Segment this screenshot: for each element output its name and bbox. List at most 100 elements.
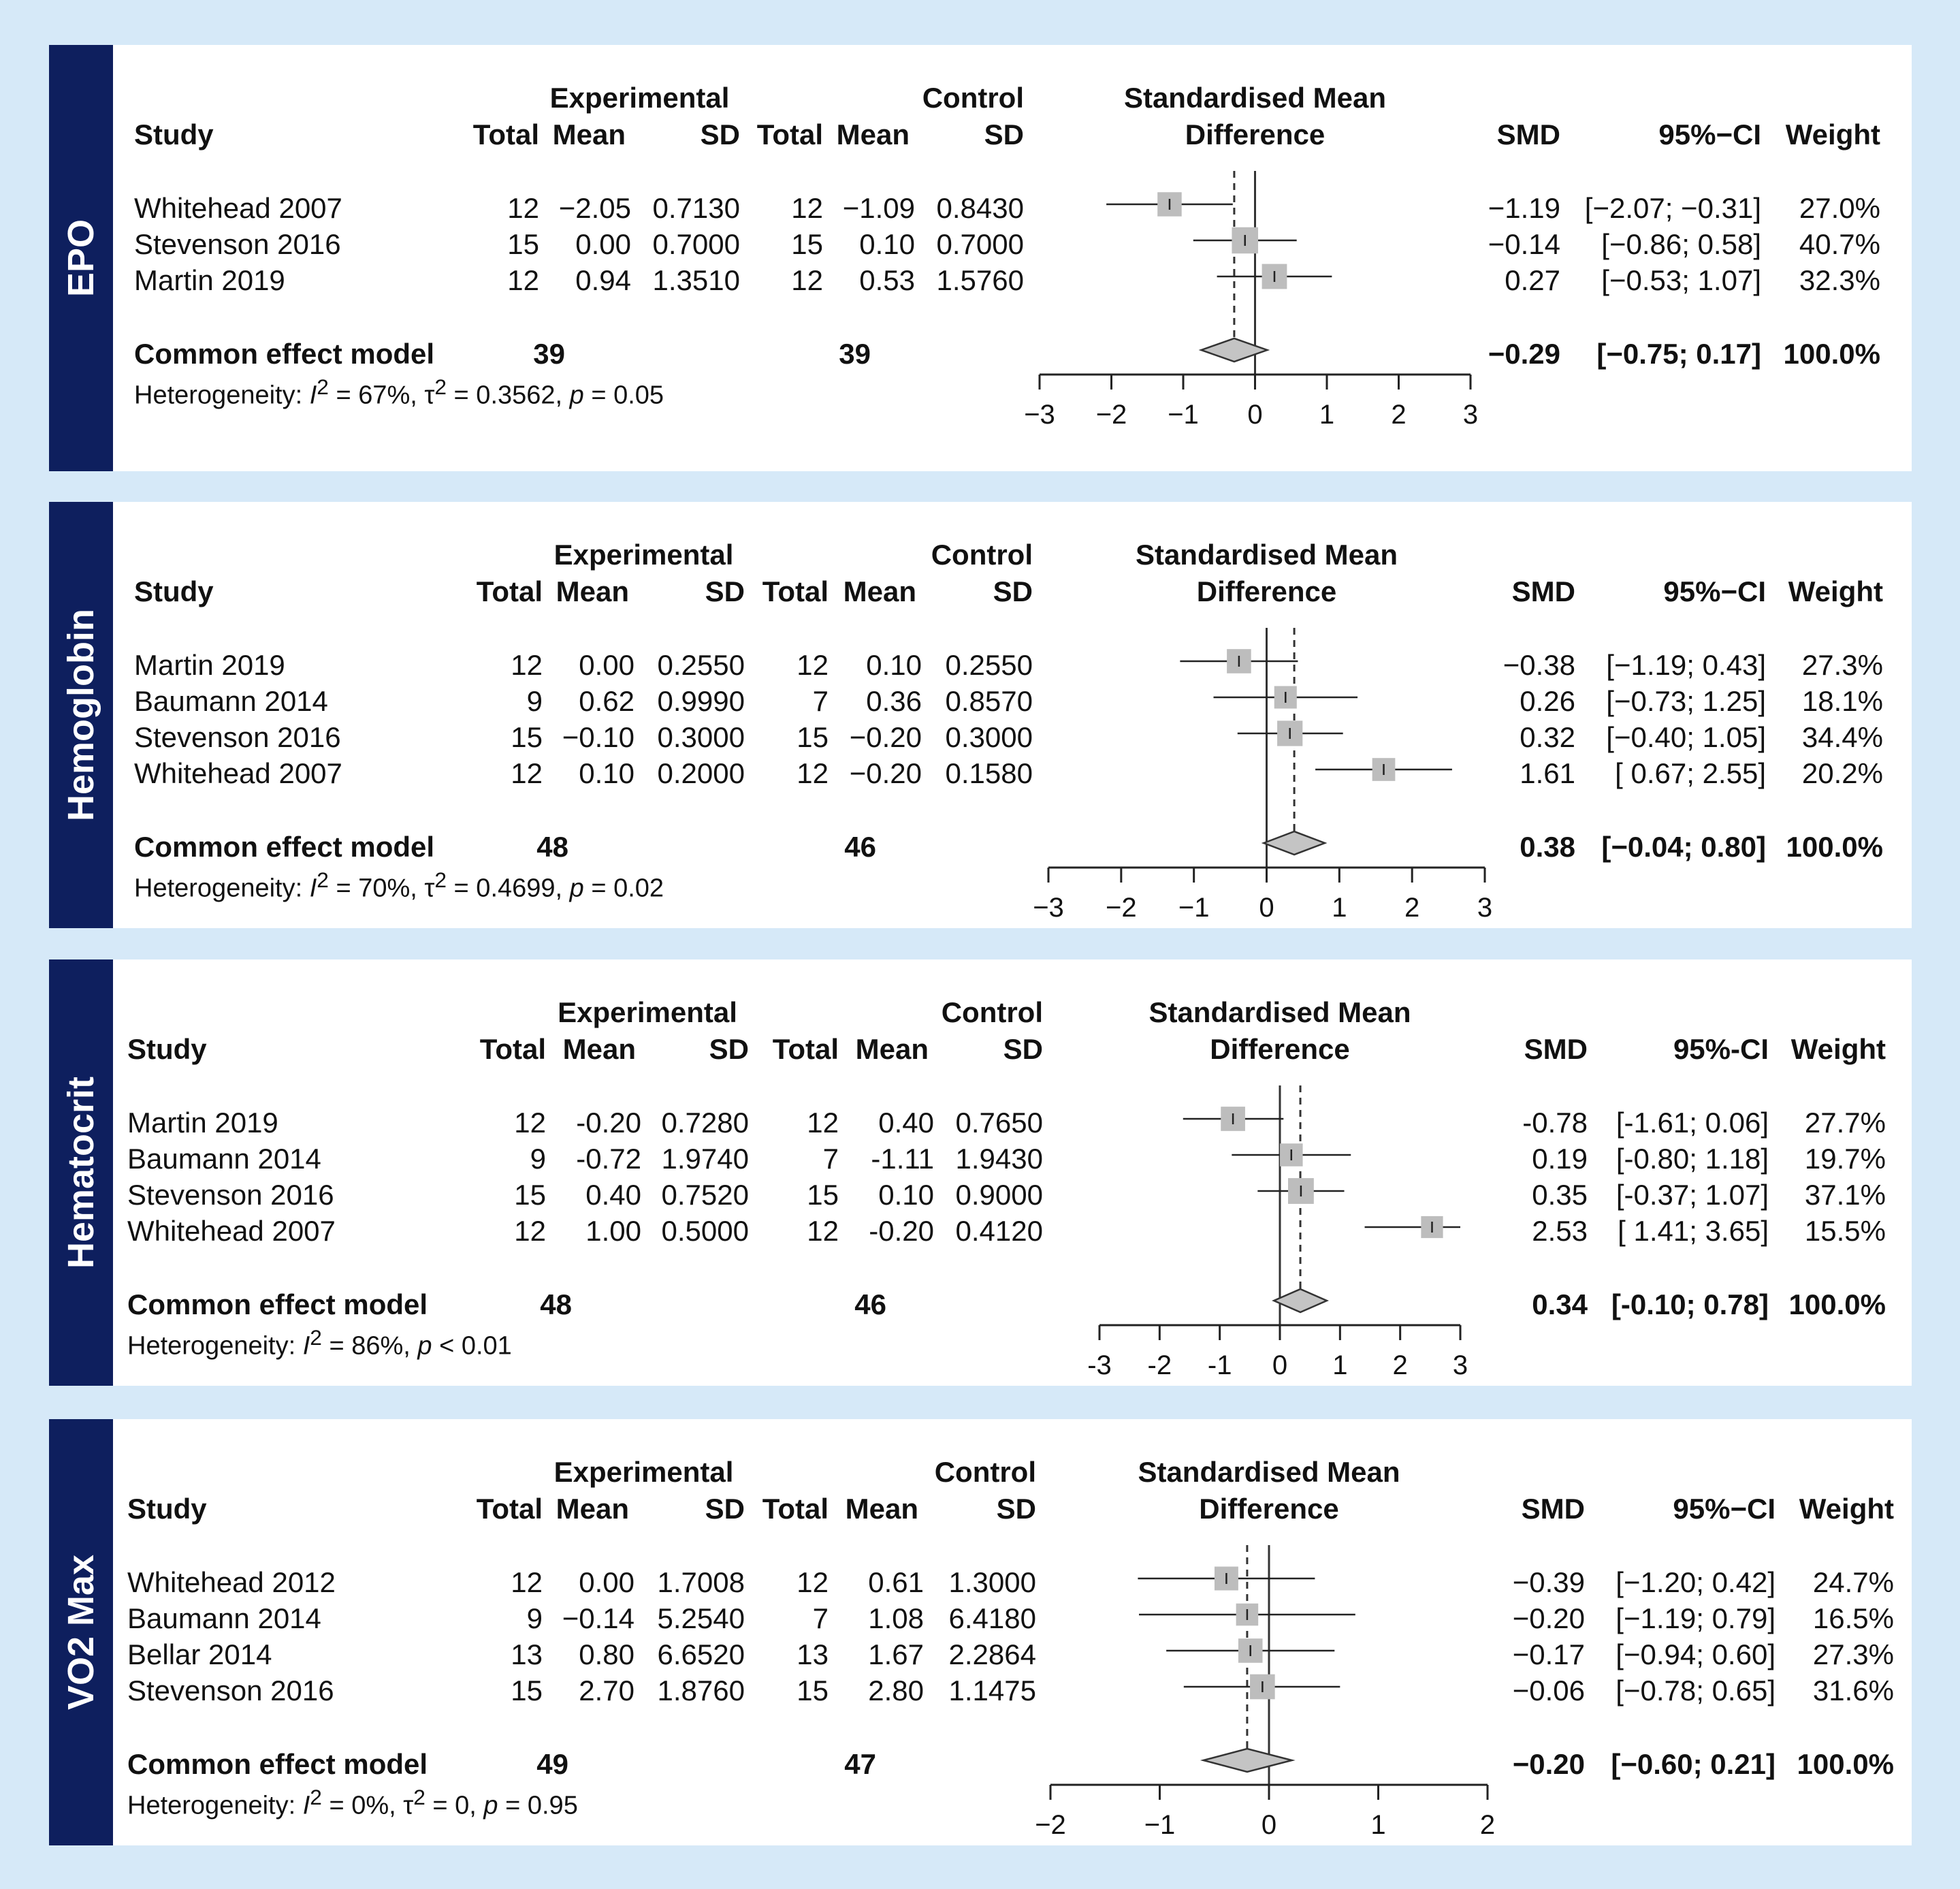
- header-study: Study: [134, 118, 214, 150]
- c-sd: 1.9430: [955, 1143, 1043, 1175]
- header-c-sd: SD: [993, 575, 1033, 607]
- summary-label: Common effect model: [127, 1748, 428, 1780]
- study-smd: 0.26: [1520, 685, 1575, 717]
- summary-e-total: 49: [536, 1748, 568, 1780]
- forest-panel-3: VO2 Max Experimental Control Standardised M…: [49, 1419, 1912, 1845]
- study-ci: [−1.19; 0.79]: [1616, 1602, 1776, 1634]
- summary-diamond: [1200, 1747, 1296, 1773]
- header-c-total: Total: [762, 575, 829, 607]
- c-mean: 0.10: [866, 649, 922, 681]
- c-mean: 0.53: [859, 264, 915, 296]
- study-weight: 27.7%: [1804, 1107, 1886, 1139]
- study-ci: [-1.61; 0.06]: [1616, 1107, 1769, 1139]
- header-e-sd: SD: [705, 575, 745, 607]
- summary-c-total: 46: [844, 831, 876, 863]
- c-mean: −0.20: [849, 757, 922, 789]
- c-total: 7: [822, 1143, 839, 1175]
- header-plot-title-1: Standardised Mean: [1123, 82, 1387, 114]
- summary-e-total: 39: [533, 338, 565, 370]
- e-sd: 1.8760: [657, 1674, 745, 1707]
- study-weight: 24.7%: [1812, 1566, 1894, 1598]
- e-total: 12: [507, 192, 539, 224]
- c-sd: 0.7650: [955, 1107, 1043, 1139]
- header-control: Control: [941, 996, 1043, 1028]
- header-plot-title-1: Standardised Mean: [1135, 539, 1398, 571]
- header-c-mean: Mean: [845, 1493, 918, 1525]
- header-control: Control: [931, 539, 1033, 571]
- e-total: 12: [511, 649, 543, 681]
- study-weight: 18.1%: [1801, 685, 1883, 717]
- study-name: Baumann 2014: [127, 1143, 321, 1175]
- study-weight: 27.0%: [1799, 192, 1880, 224]
- study-ci: [-0.37; 1.07]: [1616, 1179, 1769, 1211]
- x-tick-label: −3: [1033, 893, 1064, 923]
- header-smd: SMD: [1524, 1033, 1588, 1065]
- x-tick-label: 0: [1259, 893, 1274, 923]
- study-weight: 32.3%: [1799, 264, 1880, 296]
- study-smd: −0.38: [1503, 649, 1575, 681]
- e-mean: 0.80: [579, 1638, 634, 1670]
- heterogeneity-text: Heterogeneity: I2 = 67%, τ2 = 0.3562, p …: [134, 375, 664, 410]
- forest-panel-0: EPO Experimental Control Standardised Mean S…: [49, 45, 1912, 471]
- study-ci: [−0.94; 0.60]: [1616, 1638, 1776, 1670]
- summary-e-total: 48: [536, 831, 568, 863]
- header-experimental: Experimental: [553, 1456, 734, 1488]
- study-smd: −0.39: [1512, 1566, 1585, 1598]
- x-tick-label: −2: [1096, 400, 1127, 430]
- e-total: 15: [511, 1674, 543, 1707]
- header-smd: SMD: [1511, 575, 1575, 607]
- study-smd: 0.27: [1505, 264, 1560, 296]
- summary-weight: 100.0%: [1783, 338, 1880, 370]
- forest-panel-1: Hemoglobin Experimental Control Standardise…: [49, 502, 1912, 928]
- header-ci: 95%−CI: [1658, 118, 1761, 150]
- c-mean: 2.80: [868, 1674, 924, 1707]
- header-e-mean: Mean: [552, 118, 626, 150]
- x-tick-label: 1: [1319, 400, 1334, 430]
- study-weight: 40.7%: [1799, 228, 1880, 260]
- c-mean: 0.61: [868, 1566, 924, 1598]
- study-ci: [ 0.67; 2.55]: [1615, 757, 1766, 789]
- forest-plot-svg: −3 −2 −1 0 1 2 3: [1024, 171, 1478, 430]
- study-weight: 15.5%: [1804, 1215, 1886, 1247]
- summary-smd: 0.38: [1520, 831, 1575, 863]
- e-mean: 1.00: [585, 1215, 641, 1247]
- c-total: 7: [812, 685, 829, 717]
- header-c-mean: Mean: [836, 118, 910, 150]
- c-total: 12: [797, 1566, 829, 1598]
- x-tick-label: 2: [1404, 893, 1419, 923]
- header-e-total: Total: [472, 118, 539, 150]
- summary-weight: 100.0%: [1788, 1288, 1886, 1320]
- summary-weight: 100.0%: [1786, 831, 1883, 863]
- study-weight: 19.7%: [1804, 1143, 1886, 1175]
- header-e-sd: SD: [709, 1033, 749, 1065]
- e-sd: 5.2540: [657, 1602, 745, 1634]
- study-weight: 27.3%: [1812, 1638, 1894, 1670]
- study-ci: [−2.07; −0.31]: [1584, 192, 1761, 224]
- e-mean: 0.62: [579, 685, 634, 717]
- study-ci: [-0.80; 1.18]: [1616, 1143, 1769, 1175]
- study-name: Martin 2019: [134, 264, 285, 296]
- c-mean: 0.36: [866, 685, 922, 717]
- header-c-mean: Mean: [843, 575, 916, 607]
- header-e-mean: Mean: [562, 1033, 636, 1065]
- e-sd: 6.6520: [657, 1638, 745, 1670]
- study-name: Stevenson 2016: [134, 228, 341, 260]
- x-tick-label: 3: [1477, 893, 1492, 923]
- e-total: 12: [514, 1107, 546, 1139]
- header-control: Control: [922, 82, 1024, 114]
- e-mean: 0.00: [575, 228, 631, 260]
- x-tick-label: −1: [1168, 400, 1199, 430]
- header-c-total: Total: [772, 1033, 839, 1065]
- study-ci: [−0.53; 1.07]: [1601, 264, 1761, 296]
- study-name: Martin 2019: [127, 1107, 278, 1139]
- x-tick-label: -3: [1087, 1350, 1112, 1380]
- summary-label: Common effect model: [127, 1288, 428, 1320]
- c-mean: 0.10: [878, 1179, 934, 1211]
- study-name: Baumann 2014: [127, 1602, 321, 1634]
- c-sd: 0.2550: [945, 649, 1033, 681]
- e-sd: 0.7000: [652, 228, 740, 260]
- c-sd: 6.4180: [948, 1602, 1036, 1634]
- study-name: Baumann 2014: [134, 685, 328, 717]
- e-sd: 0.7520: [661, 1179, 749, 1211]
- c-total: 15: [797, 721, 829, 753]
